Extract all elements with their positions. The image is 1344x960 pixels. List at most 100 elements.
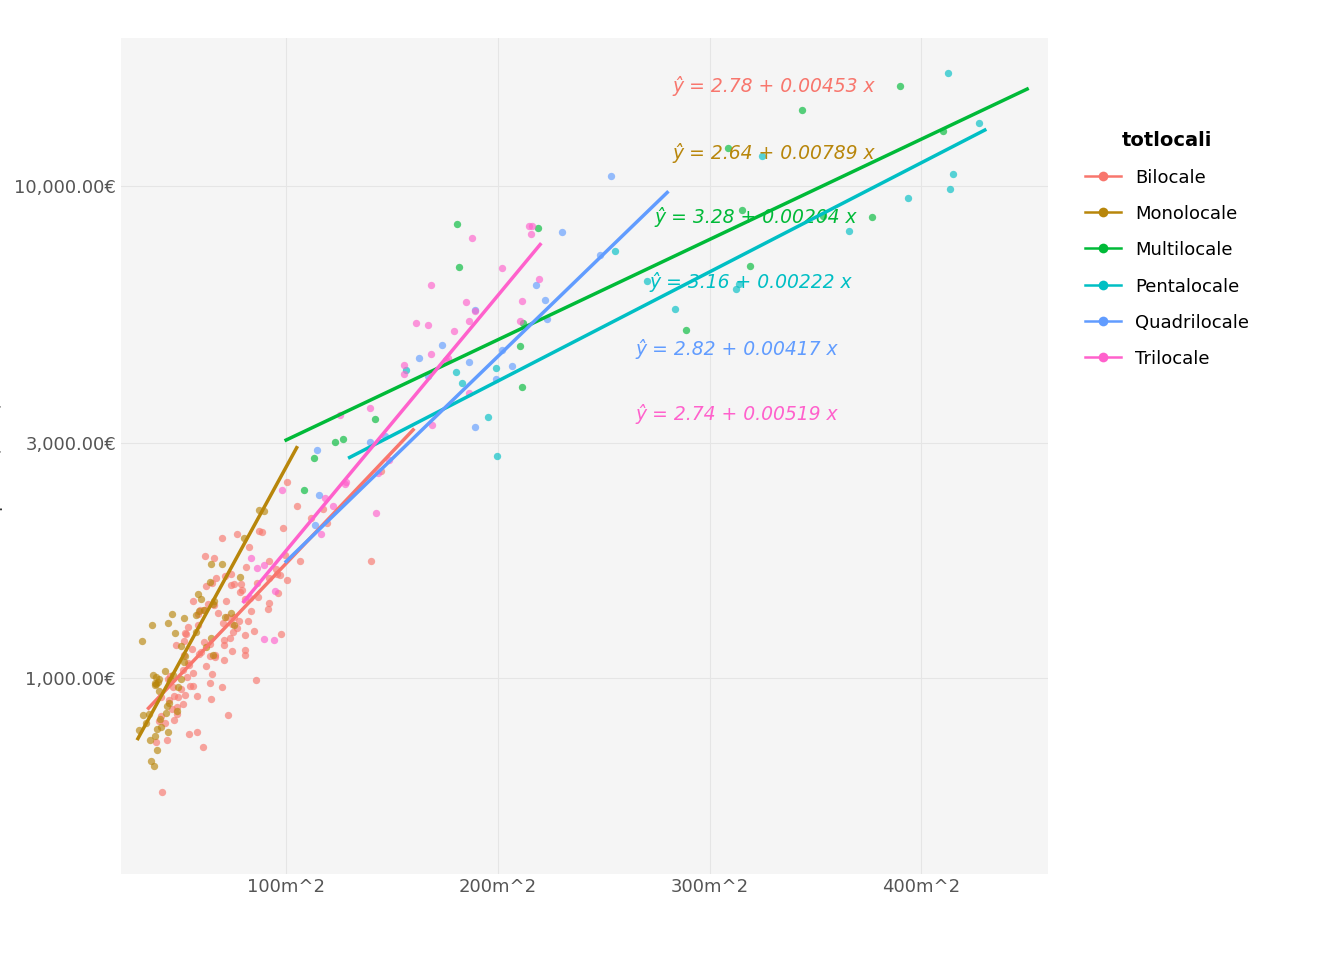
Point xyxy=(167,704,188,719)
Point xyxy=(173,634,195,649)
Point xyxy=(458,385,480,400)
Point xyxy=(520,226,542,241)
Point xyxy=(253,558,274,573)
Point xyxy=(148,671,169,686)
Point xyxy=(220,578,242,593)
Point xyxy=(156,732,177,748)
Point xyxy=(188,607,210,622)
Point xyxy=(194,634,215,649)
Point xyxy=(301,510,323,525)
Point xyxy=(220,605,242,620)
Point xyxy=(249,523,270,539)
Point xyxy=(366,505,387,520)
Point xyxy=(265,584,286,599)
Point xyxy=(246,561,267,576)
Point xyxy=(664,301,685,317)
Point xyxy=(187,617,208,633)
Point xyxy=(418,368,439,383)
Point xyxy=(310,526,332,541)
Point xyxy=(739,258,761,274)
Point xyxy=(200,557,222,572)
Point xyxy=(277,474,298,490)
Point xyxy=(375,428,396,444)
Point xyxy=(207,605,228,620)
Point xyxy=(456,295,477,310)
Point xyxy=(155,663,176,679)
Point xyxy=(173,626,195,641)
Point xyxy=(228,569,250,585)
Point xyxy=(304,517,325,533)
Point xyxy=(528,272,550,287)
Point xyxy=(969,115,991,131)
Point xyxy=(171,638,192,654)
Point xyxy=(211,556,233,571)
Point xyxy=(161,606,183,621)
Point xyxy=(165,637,187,653)
Point xyxy=(444,324,465,339)
Text: ŷ = 3.16 + 0.00222 x: ŷ = 3.16 + 0.00222 x xyxy=(649,273,852,292)
Point xyxy=(163,688,184,704)
Point xyxy=(409,350,430,366)
Point xyxy=(501,358,523,373)
Point xyxy=(289,554,310,569)
Point xyxy=(206,570,227,586)
Point xyxy=(323,498,344,514)
Point xyxy=(200,649,222,664)
Point xyxy=(446,216,468,231)
Point xyxy=(267,585,289,600)
Point xyxy=(128,722,149,737)
Point xyxy=(140,753,161,768)
Point xyxy=(163,680,184,695)
Point xyxy=(395,362,417,377)
Point xyxy=(194,548,215,564)
Point xyxy=(171,671,192,686)
Point xyxy=(179,658,200,673)
Point xyxy=(144,676,165,691)
Point xyxy=(202,575,223,590)
Point xyxy=(509,338,531,353)
Point xyxy=(220,566,242,582)
Point xyxy=(359,400,380,416)
Point xyxy=(185,688,207,704)
Point xyxy=(417,318,438,333)
Point xyxy=(192,739,214,755)
Point xyxy=(302,450,324,466)
Point xyxy=(253,632,274,647)
Point xyxy=(890,79,911,94)
Y-axis label: price (EUR): price (EUR) xyxy=(0,401,3,511)
Point xyxy=(335,477,356,492)
Point xyxy=(156,698,177,713)
Point xyxy=(211,680,233,695)
Point xyxy=(492,260,513,276)
Point xyxy=(185,608,207,623)
Point xyxy=(227,526,249,541)
Point xyxy=(183,678,204,693)
Point xyxy=(464,420,485,435)
Point xyxy=(458,314,480,329)
Point xyxy=(231,583,253,598)
Point xyxy=(367,465,388,480)
Point xyxy=(898,190,919,205)
Point xyxy=(145,669,167,684)
Point xyxy=(309,487,331,502)
Point xyxy=(141,617,163,633)
Point xyxy=(792,102,813,117)
Point xyxy=(314,490,336,505)
Point xyxy=(234,647,255,662)
Point xyxy=(196,596,218,612)
Point xyxy=(461,230,482,246)
Point xyxy=(183,665,204,681)
Point xyxy=(257,602,278,617)
Point xyxy=(241,604,262,619)
Point xyxy=(172,696,194,711)
Point xyxy=(188,604,210,619)
Point xyxy=(146,742,168,757)
Point xyxy=(144,758,165,774)
Point xyxy=(151,720,172,735)
Point xyxy=(175,686,196,702)
Point xyxy=(148,684,169,699)
Point xyxy=(159,696,180,711)
Point xyxy=(521,218,543,233)
Point xyxy=(215,593,237,609)
Point xyxy=(190,602,211,617)
